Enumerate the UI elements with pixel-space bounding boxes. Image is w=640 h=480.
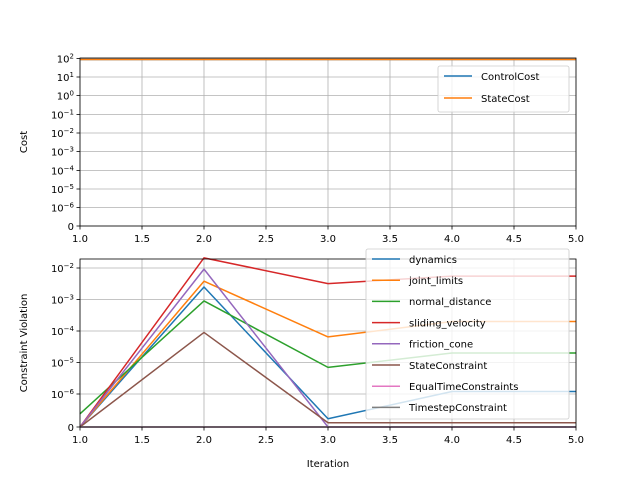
- x-tick-label: 3.0: [320, 234, 336, 245]
- y-tick-label: 10−2: [51, 127, 74, 140]
- x-tick-label: 4.0: [444, 435, 460, 446]
- x-tick-label: 1.5: [134, 435, 150, 446]
- y-tick-label: 10−3: [51, 294, 74, 307]
- y-tick-label: 100: [57, 90, 74, 103]
- legend-label: dynamics: [409, 255, 457, 266]
- y-tick-label: 101: [57, 71, 74, 84]
- y-tick-label: 10−6: [51, 388, 75, 401]
- x-tick-label: 5.0: [568, 234, 584, 245]
- legend-label: friction_cone: [409, 340, 473, 351]
- legend-box: [365, 248, 570, 420]
- y-axis-label: Cost: [19, 131, 30, 153]
- y-tick-label: 10−6: [51, 202, 75, 215]
- x-tick-label: 3.5: [382, 234, 398, 245]
- y-axis-label: Constraint Violation: [19, 294, 30, 393]
- x-tick-label: 3.5: [382, 435, 398, 446]
- x-tick-label: 4.5: [506, 435, 522, 446]
- x-tick-label: 2.5: [258, 435, 274, 446]
- legend-label: sliding_velocity: [409, 318, 486, 329]
- x-tick-label: 1.0: [72, 234, 88, 245]
- y-tick-label: 102: [57, 53, 74, 66]
- legend-label: StateCost: [481, 94, 530, 105]
- y-tick-label: 10−4: [51, 325, 75, 338]
- series-line-StateConstraint: [79, 331, 576, 428]
- x-tick-label: 2.5: [258, 234, 274, 245]
- y-tick-label: 0: [68, 222, 74, 233]
- y-tick-label: 0: [68, 423, 74, 434]
- x-tick-label: 2.0: [196, 234, 212, 245]
- y-tick-label: 10−1: [51, 109, 74, 122]
- x-tick-label: 3.0: [320, 435, 336, 446]
- x-tick-label: 1.5: [134, 234, 150, 245]
- x-tick-label: 4.0: [444, 234, 460, 245]
- x-tick-label: 4.5: [506, 234, 522, 245]
- legend-label: ControlCost: [481, 72, 539, 83]
- chart-2: 1.0 1.5 2.0 2.5 3.0 3.5 4.0 4.5 5.0 0 10−6 10−5 10−4…: [19, 248, 584, 470]
- legend-label: StateConstraint: [409, 361, 487, 372]
- y-tick-label: 10−5: [51, 183, 74, 196]
- legend: ControlCost StateCost: [437, 65, 570, 113]
- legend: dynamics joint_limits normal_distanceslidi…: [365, 248, 570, 420]
- y-tick-label: 10−3: [51, 146, 74, 159]
- legend-label: joint_limits: [408, 276, 463, 287]
- x-tick-label: 2.0: [196, 435, 212, 446]
- legend-label: EqualTimeConstraints: [409, 382, 518, 393]
- x-axis-label: Iteration: [307, 459, 349, 470]
- legend-label: TimestepConstraint: [408, 403, 507, 414]
- y-tick-label: 10−2: [51, 262, 74, 275]
- x-tick-label: 5.0: [568, 435, 584, 446]
- legend-label: normal_distance: [409, 297, 491, 308]
- legend-box: [437, 65, 570, 113]
- y-tick-label: 10−5: [51, 357, 74, 370]
- y-tick-label: 10−4: [51, 165, 75, 178]
- chart-1: 1.0 1.5 2.0 2.5 3.0 3.5 4.0 4.5 5.0 0 10−6 10−5 10−4…: [19, 53, 584, 246]
- x-tick-label: 1.0: [72, 435, 88, 446]
